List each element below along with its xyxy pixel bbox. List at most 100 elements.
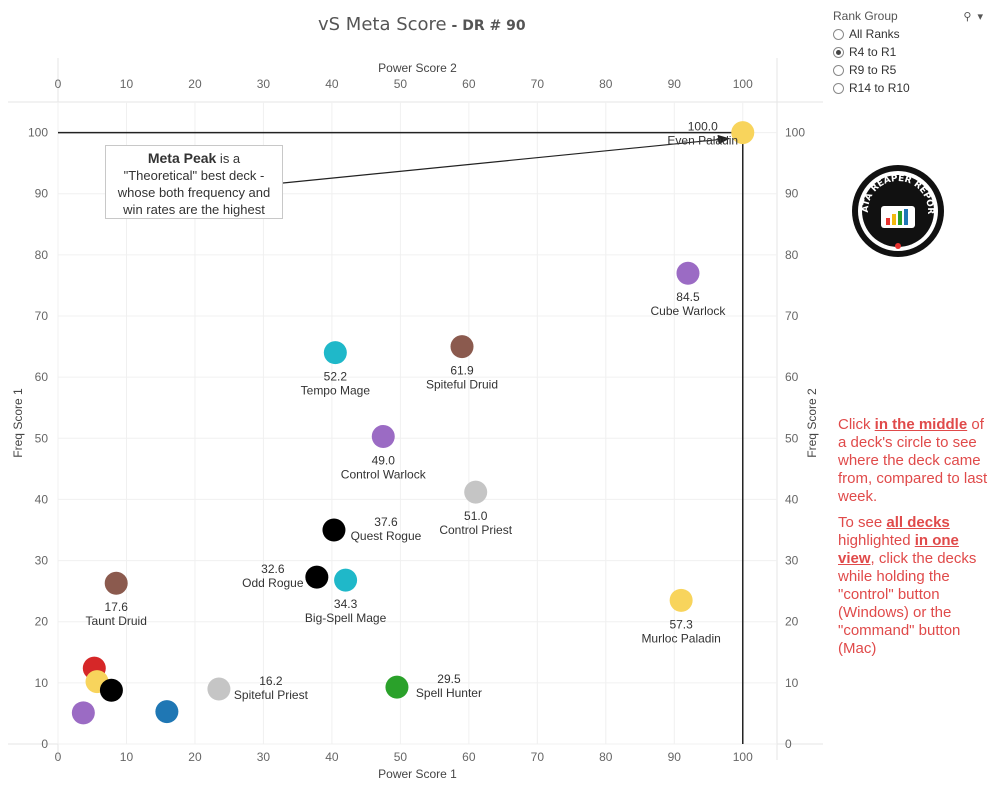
callout-text-1: is a	[216, 151, 241, 166]
point-score-label: 16.2	[259, 674, 283, 688]
callout-text-3: whose both frequency and	[117, 185, 271, 200]
chart-title: vS Meta Score - DR # 90	[318, 14, 526, 35]
x-tick-top: 30	[257, 77, 271, 91]
point-spiteful-druid	[450, 335, 474, 359]
y-tick-left: 50	[35, 431, 49, 445]
y-tick-right: 100	[785, 126, 805, 140]
point-score-label: 84.5	[676, 290, 700, 304]
y-axis-label-left: Freq Score 1	[11, 388, 25, 458]
instructions-note: Click in the middle of a deck's circle t…	[838, 416, 988, 666]
callout-text-4: win rates are the highest	[123, 202, 265, 217]
point-name-label: Cube Warlock	[651, 304, 727, 318]
point-unlabeled-16	[71, 701, 95, 725]
y-tick-left: 60	[35, 370, 49, 384]
y-axis-label-right: Freq Score 2	[805, 388, 819, 458]
y-tick-left: 10	[35, 676, 49, 690]
y-tick-right: 10	[785, 676, 799, 690]
y-tick-right: 30	[785, 554, 799, 568]
x-tick-top: 60	[462, 77, 476, 91]
rank-option-1[interactable]: R4 to R1	[833, 43, 983, 61]
x-tick-bottom: 0	[55, 750, 62, 764]
point-name-label: Spiteful Druid	[426, 378, 498, 392]
x-tick-top: 90	[668, 77, 682, 91]
point-score-label: 61.9	[450, 364, 474, 378]
y-tick-left: 80	[35, 248, 49, 262]
y-tick-right: 80	[785, 248, 799, 262]
x-tick-top: 0	[55, 77, 62, 91]
point-tempo-mage	[323, 341, 347, 365]
x-tick-bottom: 20	[188, 750, 202, 764]
x-tick-bottom: 50	[394, 750, 408, 764]
radio-button[interactable]	[833, 82, 844, 94]
y-tick-right: 40	[785, 492, 799, 506]
y-tick-left: 0	[41, 737, 48, 751]
x-tick-top: 70	[531, 77, 545, 91]
rank-option-label: R4 to R1	[849, 45, 897, 59]
x-tick-top: 80	[599, 77, 613, 91]
rank-option-2[interactable]: R9 to R5	[833, 61, 983, 79]
rank-option-label: R14 to R10	[849, 81, 910, 95]
rank-option-3[interactable]: R14 to R10	[833, 79, 983, 97]
x-tick-top: 20	[188, 77, 202, 91]
point-quest-rogue	[322, 518, 346, 542]
y-tick-right: 90	[785, 187, 799, 201]
y-tick-left: 40	[35, 492, 49, 506]
point-murloc-paladin	[669, 588, 693, 612]
point-score-label: 49.0	[372, 453, 396, 467]
point-odd-rogue	[305, 565, 329, 589]
point-name-label: Taunt Druid	[86, 614, 147, 628]
y-tick-right: 20	[785, 615, 799, 629]
callout-text-2: "Theoretical" best deck -	[123, 168, 265, 183]
point-even-paladin	[731, 121, 755, 145]
point-name-label: Spell Hunter	[416, 686, 482, 700]
instructions-paragraph-1: Click in the middle of a deck's circle t…	[838, 416, 988, 505]
radio-button[interactable]	[833, 46, 844, 58]
point-spiteful-priest	[207, 677, 231, 701]
x-tick-bottom: 80	[599, 750, 613, 764]
search-icon[interactable]: ⚲	[963, 10, 972, 23]
radio-button[interactable]	[833, 64, 844, 76]
point-spell-hunter	[385, 675, 409, 699]
y-tick-left: 30	[35, 554, 49, 568]
rank-option-label: All Ranks	[849, 27, 900, 41]
y-tick-right: 0	[785, 737, 792, 751]
x-tick-bottom: 90	[668, 750, 682, 764]
point-unlabeled-17	[155, 700, 179, 724]
x-tick-bottom: 40	[325, 750, 339, 764]
x-axis-label-bottom: Power Score 1	[378, 767, 457, 781]
axes: 0010102020303040405050606070708080909010…	[11, 61, 819, 781]
rank-option-0[interactable]: All Ranks	[833, 25, 983, 43]
caret-down-icon[interactable]: ▾	[977, 10, 983, 23]
callout-title: Meta Peak	[147, 150, 217, 166]
point-big-spell-mage	[334, 568, 358, 592]
point-taunt-druid	[104, 571, 128, 595]
y-tick-left: 70	[35, 309, 49, 323]
point-control-warlock	[371, 424, 395, 448]
y-tick-right: 60	[785, 370, 799, 384]
point-score-label: 37.6	[374, 515, 398, 529]
x-tick-top: 40	[325, 77, 339, 91]
point-score-label: 51.0	[464, 509, 488, 523]
y-tick-left: 20	[35, 615, 49, 629]
point-score-label: 34.3	[334, 597, 358, 611]
y-tick-left: 100	[28, 126, 48, 140]
rank-group-options: All Ranks R4 to R1 R9 to R5 R14 to R10	[833, 25, 983, 97]
instructions-paragraph-2: To see all decks highlighted in one view…	[838, 514, 977, 657]
radio-button[interactable]	[833, 28, 844, 40]
point-name-label: Tempo Mage	[301, 384, 371, 398]
x-tick-top: 100	[733, 77, 753, 91]
meta-peak-callout: Meta Peak is a "Theoretical" best deck -…	[105, 145, 283, 219]
x-axis-label-top: Power Score 2	[378, 61, 457, 75]
x-tick-bottom: 60	[462, 750, 476, 764]
point-unlabeled-15	[99, 678, 123, 702]
point-name-label: Even Paladin	[667, 134, 738, 148]
point-name-label: Big-Spell Mage	[305, 611, 387, 625]
chart-title-sub: - DR # 90	[446, 18, 526, 34]
point-name-label: Spiteful Priest	[234, 688, 309, 702]
point-control-priest	[464, 480, 488, 504]
x-tick-top: 50	[394, 77, 408, 91]
x-tick-top: 10	[120, 77, 134, 91]
y-tick-right: 70	[785, 309, 799, 323]
point-name-label: Quest Rogue	[351, 529, 422, 543]
